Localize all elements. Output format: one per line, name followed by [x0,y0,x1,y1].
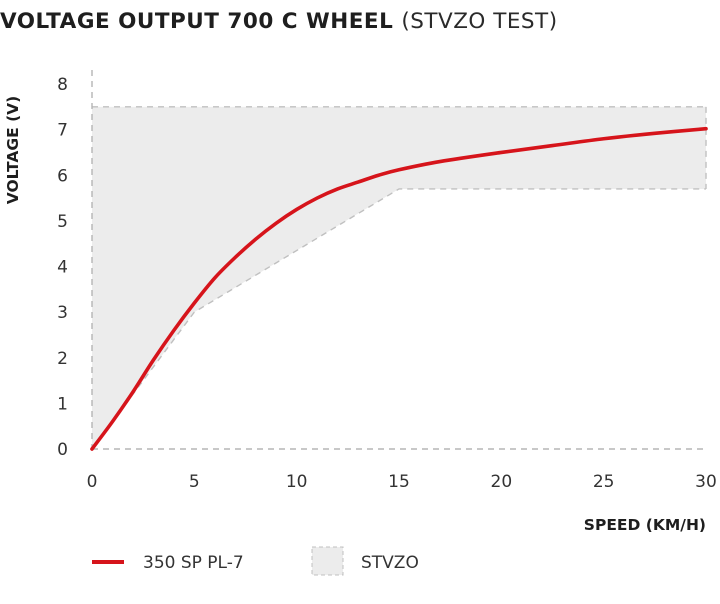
y-tick-label: 3 [57,303,68,323]
tick-labels-layer: 0 5 10 15 20 25 30 0 1 2 3 4 5 6 7 8 [57,75,717,492]
y-tick-label: 5 [57,212,68,232]
legend-swatch-stvzo [311,546,344,576]
legend: 350 SP PL-7 STVZO [92,546,419,576]
stvzo-band-lower-edge [91,188,706,450]
y-axis-title: VOLTAGE (V) [4,96,22,204]
y-tick-label: 4 [57,258,68,278]
x-tick-label: 10 [286,472,308,492]
chart-title-group: VOLTAGE OUTPUT 700 C WHEEL (STVZO TEST) [0,9,558,34]
x-tick-label: 30 [695,472,717,492]
x-tick-label: 15 [388,472,410,492]
series-layer [90,126,708,451]
y-tick-label: 0 [57,440,68,460]
x-tick-label: 25 [593,472,615,492]
y-tick-label: 7 [57,121,68,141]
x-tick-label: 5 [189,472,200,492]
legend-label-stvzo: STVZO [361,553,419,573]
x-axis-title: SPEED (KM/H) [584,516,706,534]
legend-label-350-sp-pl-7: 350 SP PL-7 [143,553,244,573]
y-tick-label: 2 [57,349,68,369]
stvzo-band-layer [91,106,707,450]
stvzo-band-area [92,106,706,449]
chart-title: VOLTAGE OUTPUT 700 C WHEEL [0,9,393,34]
x-tick-label: 20 [491,472,513,492]
y-tick-label: 8 [57,75,68,95]
axes-layer [91,70,706,450]
series-line-0 [90,126,708,451]
chart-subtitle: (STVZO TEST) [401,9,557,34]
x-tick-label: 0 [87,472,98,492]
y-tick-label: 1 [57,394,68,414]
y-tick-label: 6 [57,166,68,186]
